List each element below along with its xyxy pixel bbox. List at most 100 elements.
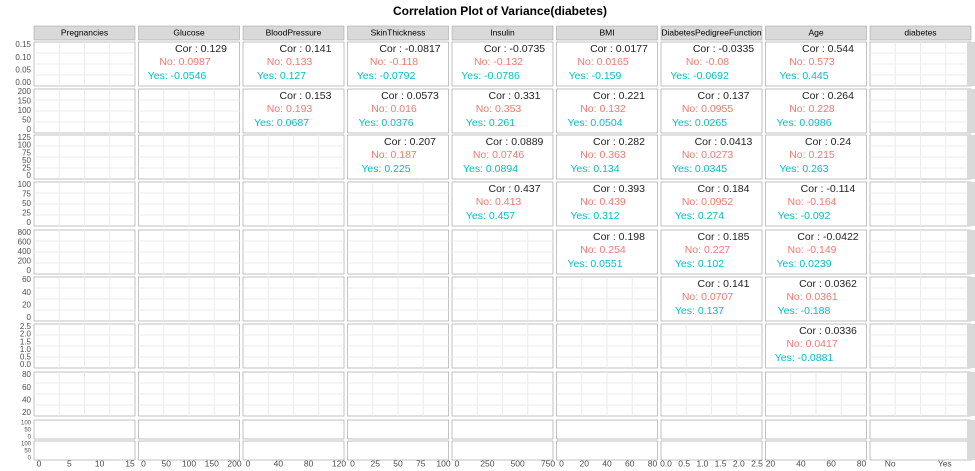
cor-yes: Yes: 0.137	[675, 305, 724, 317]
cor-yes: Yes: 0.0986	[776, 117, 831, 129]
cor-total: Cor : -0.0335	[693, 43, 754, 55]
cor-yes: Yes: -0.092	[778, 210, 831, 222]
x-tick-label: 0.5	[678, 458, 690, 468]
panel	[451, 181, 554, 227]
strip	[556, 25, 658, 41]
x-tick-label: 100	[182, 458, 196, 468]
x-tick-label: 1.0	[696, 458, 708, 468]
y-tick-label: 50	[24, 449, 31, 455]
right-strip	[967, 135, 975, 179]
cor-total: Cor : 0.544	[802, 43, 854, 55]
cor-total: Cor : 0.141	[698, 278, 750, 290]
y-tick-label: 0	[27, 313, 32, 322]
cor-no: No: 0.413	[476, 196, 522, 208]
right-strip	[967, 372, 975, 416]
panel	[451, 88, 554, 134]
y-tick-label: 0.05	[15, 65, 31, 74]
cor-yes: Yes: 0.445	[779, 70, 828, 82]
cor-total: Cor : 0.153	[280, 90, 332, 102]
y-tick-label: 60	[22, 383, 31, 392]
panel	[556, 41, 658, 87]
y-tick-label: 0.00	[15, 78, 31, 87]
y-tick-label: 1.0	[20, 345, 32, 354]
panel	[451, 440, 554, 461]
y-tick-label: 100	[21, 421, 32, 427]
x-tick-label: 0	[141, 458, 146, 468]
cor-no: No: 0.215	[789, 149, 835, 161]
y-tick-label: 0.5	[20, 353, 32, 362]
x-tick-label: 40	[796, 458, 806, 468]
y-tick-label: 50	[22, 199, 31, 208]
cor-yes: Yes: 0.225	[361, 163, 410, 175]
cor-no: No: 0.187	[371, 149, 417, 161]
cor-no: No: 0.0746	[473, 149, 525, 161]
cor-total: Cor : 0.221	[593, 90, 645, 102]
y-tick-label: 0	[28, 435, 32, 441]
y-tick-label: 80	[22, 370, 31, 379]
panel	[451, 41, 554, 87]
x-tick-label: 0	[350, 458, 355, 468]
cor-yes: Yes: 0.0376	[358, 117, 413, 129]
strip	[660, 25, 763, 41]
y-tick-label: 0.0	[20, 360, 32, 369]
y-tick-label: 600	[18, 238, 32, 247]
cor-total: Cor : 0.0177	[590, 43, 648, 55]
y-tick-label: 20	[22, 300, 31, 309]
strip	[451, 25, 554, 41]
panel	[660, 419, 763, 440]
cor-no: No: 0.254	[580, 244, 626, 256]
x-tick-label: 80	[857, 458, 867, 468]
panel	[33, 440, 136, 461]
x-tick-label: 10	[95, 458, 105, 468]
y-tick-label: 0	[27, 125, 32, 134]
cor-no: No: -0.149	[787, 244, 836, 256]
panel	[765, 229, 867, 275]
y-tick-label: 75	[22, 148, 31, 157]
cor-total: Cor : -0.114	[801, 183, 856, 195]
cor-total: Cor : 0.264	[802, 90, 854, 102]
panel	[347, 440, 449, 461]
cor-no: No: 0.016	[371, 103, 417, 115]
y-tick-label: 0	[27, 266, 32, 275]
cor-yes: Yes: -0.0546	[148, 70, 207, 82]
right-strip	[967, 42, 975, 86]
cor-no: No: 0.0952	[682, 196, 734, 208]
cor-yes: Yes: 0.127	[257, 70, 306, 82]
cor-total: Cor : -0.0817	[379, 43, 440, 55]
cor-no: No: 0.353	[476, 103, 522, 115]
panel	[869, 440, 972, 461]
x-tick-label: 1.5	[715, 458, 727, 468]
panel	[660, 88, 763, 134]
x-tick-label: 2.0	[733, 458, 745, 468]
y-tick-label: 100	[18, 141, 32, 150]
x-tick-label: 40	[602, 458, 612, 468]
cor-total: Cor : 0.0413	[695, 136, 753, 148]
cor-total: Cor : 0.129	[175, 43, 227, 55]
x-tick-label: 40	[274, 458, 284, 468]
panel	[556, 419, 658, 440]
x-tick-label: 50	[162, 458, 172, 468]
cor-no: No: 0.132	[580, 103, 626, 115]
cor-yes: Yes: -0.0792	[357, 70, 416, 82]
panel	[556, 440, 658, 461]
cor-yes: Yes: -0.0881	[775, 352, 834, 364]
cor-total: Cor : 0.198	[593, 231, 645, 243]
x-tick-label: 80	[304, 458, 314, 468]
cor-no: No: 0.0707	[682, 291, 734, 303]
cor-no: No: 0.228	[789, 103, 835, 115]
cor-no: No: 0.133	[267, 56, 313, 68]
cor-total: Cor : 0.141	[280, 43, 332, 55]
cor-total: Cor : 0.331	[489, 90, 541, 102]
panel	[138, 419, 240, 440]
y-tick-label: 400	[18, 247, 32, 256]
cor-no: No: -0.164	[787, 196, 836, 208]
strip	[765, 25, 867, 41]
cor-total: Cor : 0.137	[698, 90, 750, 102]
panel	[242, 440, 345, 461]
x-tick-label: 0	[37, 458, 42, 468]
cor-no: No: 0.193	[267, 103, 313, 115]
cor-no: No: 0.227	[685, 244, 731, 256]
cor-yes: Yes: 0.0894	[463, 163, 518, 175]
strip-label: SkinThickness	[371, 27, 426, 37]
